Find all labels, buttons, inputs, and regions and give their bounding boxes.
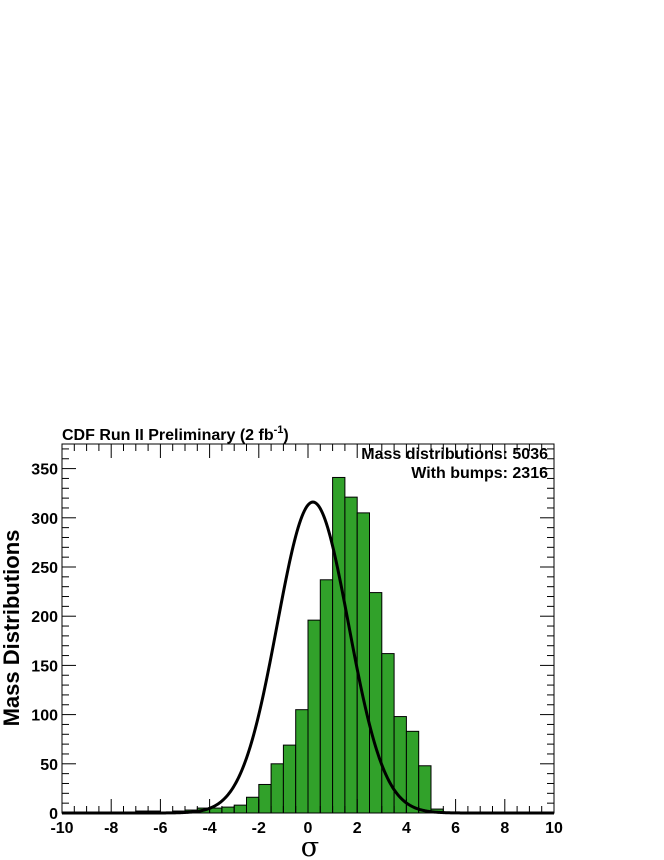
histogram-bar bbox=[282, 744, 297, 814]
y-tick-label: 200 bbox=[31, 609, 58, 626]
chart-title-close: ) bbox=[283, 427, 288, 444]
x-tick-label: -6 bbox=[153, 820, 167, 837]
chart-title-main: CDF Run II Preliminary (2 fb bbox=[62, 427, 274, 444]
stats-line-1: Mass distributions: 5036 bbox=[361, 446, 548, 463]
histogram-bar bbox=[332, 476, 346, 814]
y-tick-label: 250 bbox=[31, 560, 58, 577]
histogram-bars bbox=[135, 476, 444, 814]
x-tick-label: 4 bbox=[402, 820, 411, 837]
chart-title: CDF Run II Preliminary (2 fb-1) bbox=[62, 424, 289, 444]
y-tick-label: 50 bbox=[40, 757, 58, 774]
histogram-bar bbox=[233, 804, 247, 814]
x-axis-label: σ bbox=[301, 832, 319, 860]
y-tick-label: 100 bbox=[31, 708, 58, 725]
y-tick-label: 150 bbox=[31, 658, 58, 675]
histogram-bar bbox=[418, 765, 432, 814]
y-axis-tick-labels: 0 50 100 150 200 250 300 350 bbox=[31, 462, 58, 823]
x-axis-ticks bbox=[61, 444, 555, 813]
histogram-bar bbox=[405, 730, 420, 814]
y-tick-label: 300 bbox=[31, 511, 58, 528]
x-tick-label: -10 bbox=[50, 820, 73, 837]
histogram-bar bbox=[319, 579, 334, 814]
x-tick-label: 10 bbox=[545, 820, 563, 837]
histogram-bar bbox=[307, 619, 321, 814]
y-tick-label: 350 bbox=[31, 462, 58, 479]
chart-title-superscript: -1 bbox=[274, 424, 284, 436]
x-tick-label: -8 bbox=[104, 820, 118, 837]
histogram-bar bbox=[221, 806, 235, 814]
x-tick-label: 0 bbox=[304, 820, 313, 837]
histogram-bar bbox=[295, 709, 309, 814]
stats-line-2: With bumps: 2316 bbox=[411, 465, 548, 482]
histogram-bar bbox=[246, 796, 260, 814]
x-tick-label: -4 bbox=[202, 820, 216, 837]
x-tick-label: 2 bbox=[353, 820, 362, 837]
y-axis-ticks bbox=[62, 448, 554, 814]
histogram-bar bbox=[270, 763, 284, 814]
histogram-bar bbox=[356, 512, 371, 814]
x-tick-label: 6 bbox=[451, 820, 460, 837]
histogram-bar bbox=[369, 592, 383, 814]
x-tick-label: 8 bbox=[500, 820, 509, 837]
x-axis-tick-labels: -10 -8 -6 -4 -2 0 2 4 6 8 10 bbox=[50, 820, 563, 837]
x-tick-label: -2 bbox=[252, 820, 266, 837]
histogram-bar bbox=[258, 783, 272, 814]
y-tick-label: 0 bbox=[49, 806, 58, 823]
y-axis-label: Mass Distributions bbox=[0, 530, 24, 727]
